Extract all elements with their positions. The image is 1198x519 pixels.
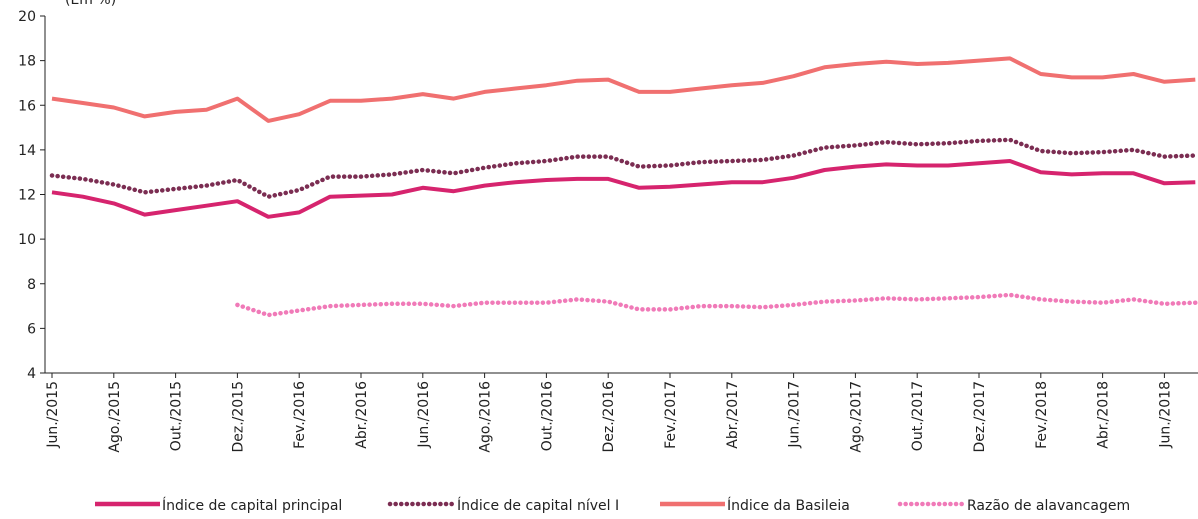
series-line (51, 159, 1196, 219)
series-line (49, 137, 1198, 199)
x-tick-label: Out./2015 (169, 381, 185, 451)
series-line (235, 292, 1198, 318)
x-tick-label: Abr./2016 (354, 381, 370, 449)
x-tick-label: Dez./2017 (972, 381, 988, 453)
y-tick-label: 18 (18, 54, 36, 70)
x-tick-label: Abr./2017 (725, 381, 741, 449)
x-tick-label: Fev./2016 (292, 381, 308, 449)
series-line (51, 56, 1196, 123)
legend-label: Índice da Basileia (727, 497, 850, 514)
y-tick-label: 8 (27, 277, 36, 293)
x-tick-label: Ago./2015 (107, 381, 123, 453)
x-tick-label: Ago./2016 (478, 381, 494, 453)
x-tick-label: Out./2016 (539, 381, 555, 451)
y-tick-label: 16 (18, 98, 36, 114)
y-axis-label: (Em %) (65, 0, 116, 8)
legend-label: Índice de capital principal (162, 497, 342, 514)
x-tick-label: Jun./2017 (787, 381, 803, 449)
x-tick-label: Jun./2015 (45, 381, 61, 449)
x-tick-label: Jun./2016 (416, 381, 432, 449)
x-tick-label: Dez./2015 (230, 381, 246, 453)
y-tick-label: 4 (27, 366, 36, 382)
x-tick-label: Jun./2018 (1157, 381, 1173, 449)
y-tick-label: 6 (27, 321, 36, 337)
x-tick-label: Dez./2016 (601, 381, 617, 453)
legend-label: Índice de capital nível I (457, 497, 619, 514)
x-tick-label: Abr./2018 (1096, 381, 1112, 449)
y-tick-label: 10 (18, 232, 36, 248)
y-tick-label: 14 (18, 143, 36, 159)
x-tick-label: Out./2017 (910, 381, 926, 451)
x-tick-label: Ago./2017 (848, 381, 864, 453)
legend-label: Razão de alavancagem (967, 498, 1130, 514)
y-tick-label: 20 (18, 9, 36, 25)
x-tick-label: Fev./2018 (1034, 381, 1050, 449)
x-tick-label: Fev./2017 (663, 381, 679, 449)
y-tick-label: 12 (18, 188, 36, 204)
